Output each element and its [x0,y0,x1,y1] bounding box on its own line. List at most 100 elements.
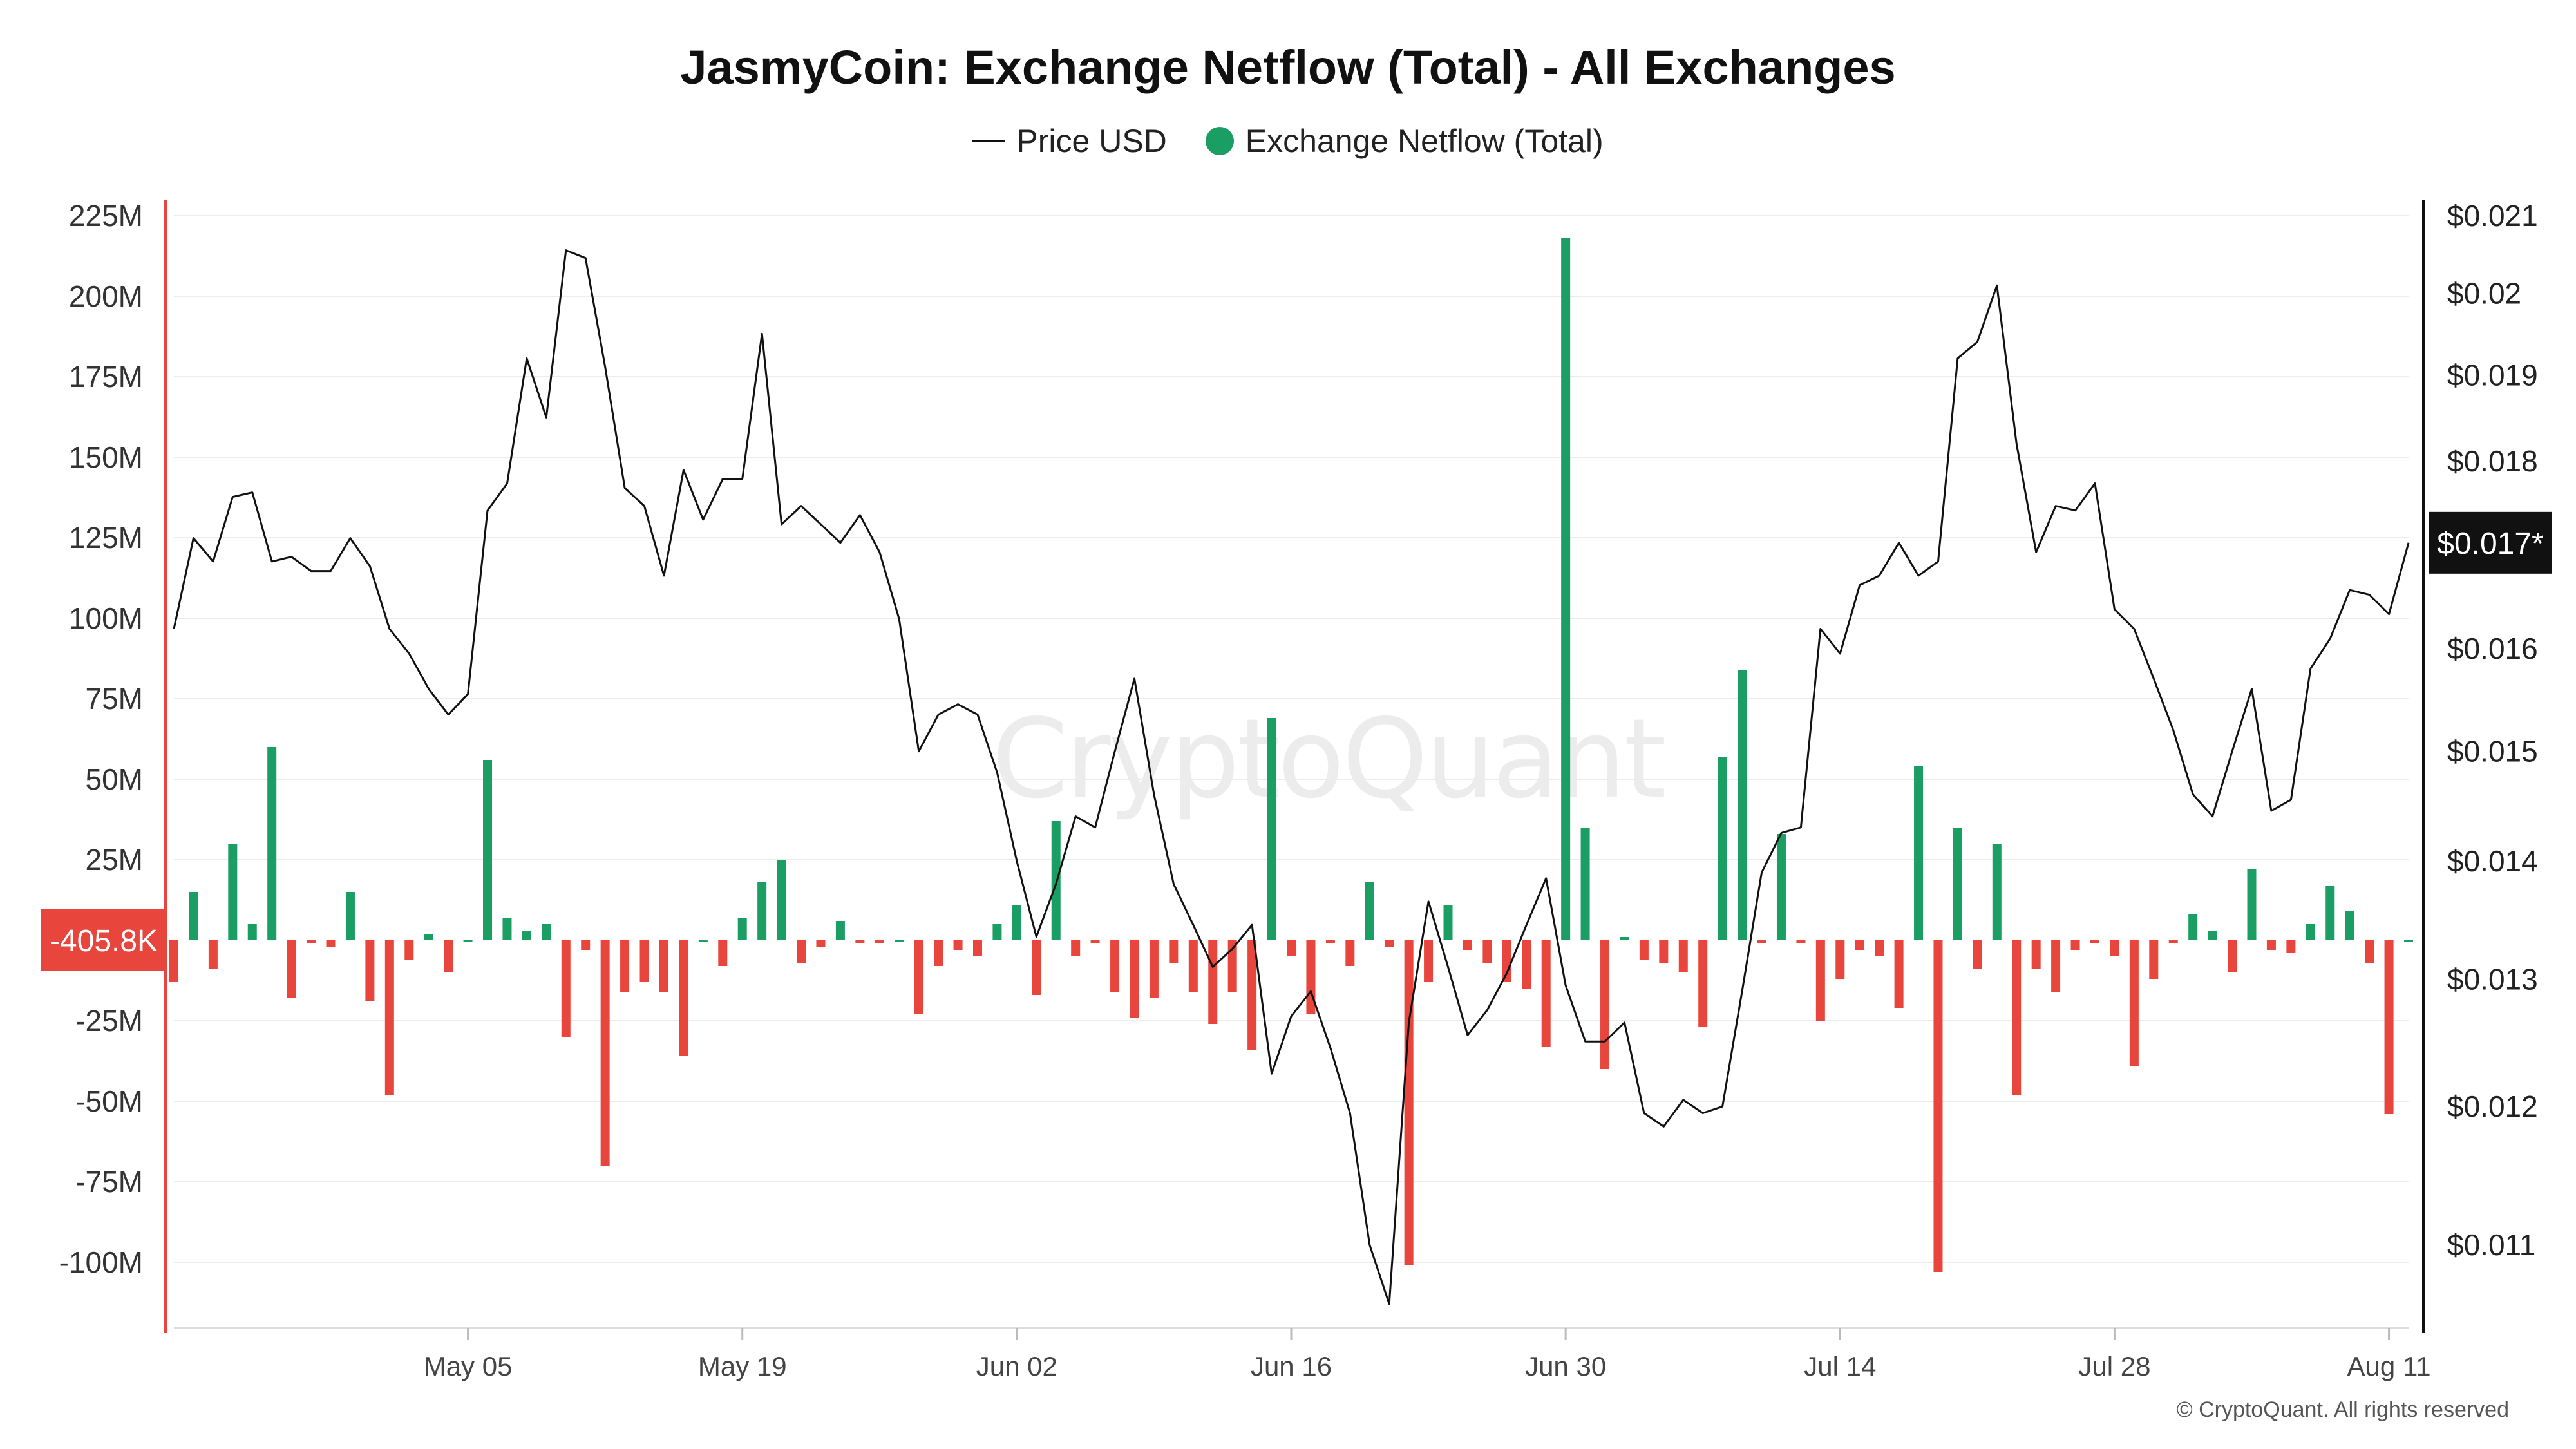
x-tick-label: Jun 16 [1251,1351,1332,1381]
netflow-bar [1443,905,1453,940]
netflow-bar [1639,940,1649,960]
netflow-bar [522,931,531,940]
netflow-bar [2031,940,2041,969]
netflow-bar [2110,940,2119,956]
netflow-bar [855,940,865,943]
netflow-bar [208,940,218,969]
legend-price-label: Price USD [1016,123,1167,159]
netflow-bar [620,940,630,992]
netflow-bar [1561,238,1571,940]
netflow-bar [2384,940,2394,1114]
netflow-bar [1267,718,1276,940]
current-netflow-badge [41,909,166,971]
x-tick-label: Jun 02 [976,1351,1057,1381]
left-tick-label: -50M [75,1084,143,1118]
right-tick-label: $0.018 [2447,444,2538,478]
netflow-bar [1424,940,1434,982]
netflow-bar [777,860,786,940]
netflow-bar [1463,940,1472,950]
netflow-bar [914,940,923,1014]
netflow-bar [1110,940,1120,992]
netflow-bar [2325,886,2335,940]
netflow-bar [345,892,355,940]
left-tick-label: 100M [69,601,143,635]
netflow-bar [1776,834,1786,940]
netflow-bar [934,940,943,966]
netflow-bar [1365,882,1374,940]
netflow-bar [698,940,708,942]
left-tick-label: 125M [69,521,143,554]
netflow-bar [1815,940,1825,1021]
axis-labels: 225M 200M 175M 150M 125M 100M 75M 50M 25M -25M -50… [41,199,2552,1381]
left-tick-label: 150M [69,440,143,474]
grid-lines [174,215,2409,1263]
netflow-bar [2188,914,2198,940]
netflow-bar [639,940,649,982]
left-tick-label: 50M [86,762,143,796]
right-tick-label: $0.019 [2447,358,2538,392]
netflow-bar [1325,940,1335,943]
current-price-badge [2429,511,2552,574]
netflow-bar [2247,869,2257,940]
netflow-bar [1953,828,1962,940]
netflow-bar [600,940,610,1166]
legend-netflow-label: Exchange Netflow (Total) [1245,123,1604,159]
netflow-bar [267,747,277,940]
netflow-bar [581,940,591,950]
netflow-bar [365,940,375,1001]
price-line-group [173,249,2410,1305]
current-price-label: $0.017* [2437,527,2544,561]
netflow-bar [1620,937,1629,940]
price-line [173,249,2410,1305]
netflow-bar [2365,940,2374,963]
netflow-bar [1149,940,1159,998]
netflow-bar [718,940,728,966]
left-tick-label: 225M [69,199,143,232]
legend: Price USD Exchange Netflow (Total) [0,122,2576,160]
netflow-bar [1875,940,1884,956]
netflow-bar [1522,940,1531,989]
netflow-bar [287,940,296,998]
right-tick-label: $0.015 [2447,735,2538,768]
netflow-bar [542,924,551,940]
right-tick-label: $0.02 [2447,277,2521,310]
netflow-bar [659,940,668,992]
x-tick-label: Aug 11 [2347,1351,2431,1381]
netflow-bar [424,934,433,940]
left-tick-label: 175M [69,360,143,393]
x-tick-label: Jun 30 [1525,1351,1606,1381]
netflow-bar [1757,940,1766,943]
netflow-bar [737,918,747,940]
netflow-bar [1992,844,2002,940]
netflow-bar [875,940,884,943]
line-swatch-icon [972,140,1005,142]
netflow-bar [2129,940,2139,1066]
netflow-bar [1090,940,1100,943]
right-tick-label: $0.021 [2447,199,2538,232]
netflow-bar [2345,911,2354,940]
netflow-bar [816,940,826,947]
netflow-bar [992,924,1002,940]
left-tick-label: -100M [59,1245,143,1279]
netflow-bar [2090,940,2099,943]
netflow-bar [189,892,198,940]
netflow-bar [169,940,178,982]
legend-item-price[interactable]: Price USD [972,122,1167,160]
copyright-text: © CryptoQuant. All rights reserved [2176,1397,2509,1422]
left-tick-label: -75M [75,1165,143,1198]
legend-item-netflow[interactable]: Exchange Netflow (Total) [1205,122,1604,160]
chart-title: JasmyCoin: Exchange Netflow (Total) - Al… [680,41,1896,94]
x-tick-label: Jul 14 [1804,1351,1876,1381]
netflow-bar [1071,940,1081,956]
netflow-bar [835,921,845,940]
netflow-bar [228,844,238,940]
netflow-bar [1404,940,1414,1265]
netflow-bar [1502,940,1511,982]
right-tick-label: $0.014 [2447,844,2538,878]
netflow-bar [2051,940,2061,992]
netflow-bar [679,940,688,1056]
netflow-bar [384,940,394,1095]
current-netflow-label: -405.8K [50,924,158,958]
netflow-bar [1169,940,1179,963]
netflow-bar [463,940,473,942]
